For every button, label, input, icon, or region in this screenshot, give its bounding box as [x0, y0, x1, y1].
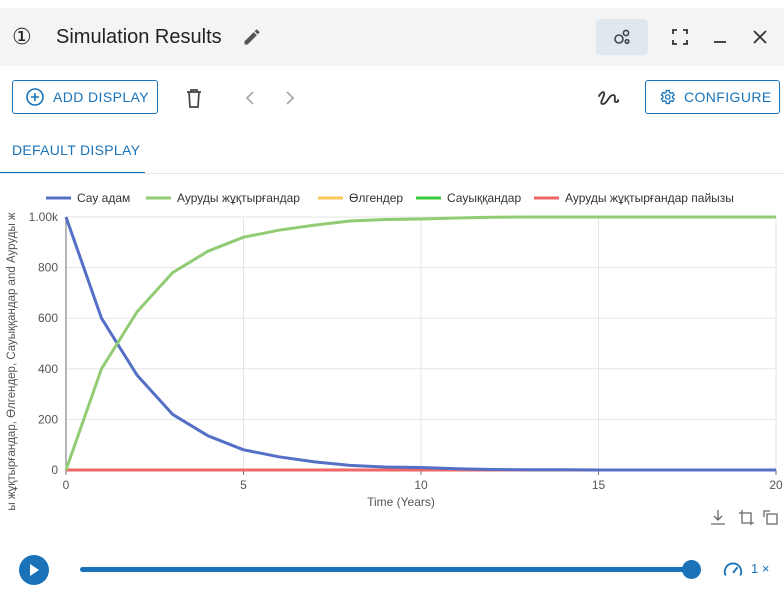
draw-button[interactable] — [596, 86, 620, 110]
configure-button[interactable]: CONFIGURE — [645, 80, 780, 114]
time-slider-track[interactable] — [80, 567, 692, 572]
simulation-chart: 0 200 400 600 800 1.00k 0 5 10 15 20 Time (Years) ы … — [6, 191, 783, 525]
previous-button[interactable] — [238, 86, 262, 110]
display-toolbar: ADD DISPLAY CONFIGURE — [0, 66, 784, 130]
y-tick-label: 400 — [38, 362, 58, 376]
play-button[interactable] — [19, 555, 49, 585]
play-icon — [30, 564, 39, 576]
y-tick-label: 600 — [38, 311, 58, 325]
playback-bar: 1 × — [0, 545, 784, 594]
add-circle-icon — [26, 88, 44, 106]
x-tick-label: 5 — [240, 478, 247, 492]
add-display-label: ADD DISPLAY — [53, 89, 149, 105]
tab-default-display[interactable]: DEFAULT DISPLAY — [0, 130, 145, 174]
series-line — [64, 216, 776, 472]
x-tick-label: 0 — [63, 478, 70, 492]
crop-icon-path — [739, 510, 754, 525]
y-tick-label: 800 — [38, 261, 58, 275]
minimize-button[interactable] — [694, 19, 746, 55]
window-titlebar: ① Simulation Results — [0, 8, 784, 66]
gesture-icon — [598, 91, 619, 105]
speedometer-icon[interactable] — [722, 559, 744, 581]
chevron-right-icon — [286, 91, 295, 105]
configure-label: CONFIGURE — [684, 89, 772, 105]
legend-label: Өлгендер — [349, 191, 403, 205]
gear-icon — [660, 89, 675, 105]
tab-default-display-label: DEFAULT DISPLAY — [12, 142, 141, 158]
y-tick-label: 1.00k — [29, 210, 59, 224]
x-axis-title: Time (Years) — [367, 495, 435, 509]
minimize-icon — [714, 41, 726, 43]
next-button[interactable] — [278, 86, 302, 110]
trash-icon — [187, 89, 201, 108]
y-axis-title: ы жұқтырғандар, Өлгендер, Сауыққандар an… — [6, 212, 18, 511]
legend-label: Ауруды жұқтырғандар пайызы — [565, 191, 734, 205]
delete-button[interactable] — [182, 86, 206, 110]
window-number: ① — [12, 25, 32, 50]
crop-icon — [739, 510, 754, 525]
x-tick-label: 20 — [769, 478, 783, 492]
restore-icon-path — [763, 510, 778, 525]
linked-bubbles-button[interactable] — [596, 19, 648, 55]
y-tick-label: 0 — [51, 463, 58, 477]
series-line — [64, 215, 776, 471]
pencil-icon[interactable] — [242, 27, 262, 47]
x-tick-label: 10 — [414, 478, 428, 492]
y-tick-label: 200 — [38, 412, 58, 426]
download-icon-path — [711, 510, 725, 525]
time-slider-thumb[interactable] — [682, 560, 701, 579]
legend-label: Ауруды жұқтырғандар — [177, 191, 300, 205]
legend-label: Сау адам — [77, 191, 130, 205]
close-button[interactable] — [734, 19, 784, 55]
window-title: Simulation Results — [56, 26, 222, 48]
restore-icon — [763, 510, 778, 525]
x-tick-label: 15 — [592, 478, 606, 492]
chevron-left-icon — [245, 91, 254, 105]
bubbles-icon — [614, 29, 630, 45]
legend-label: Сауыққандар — [447, 191, 521, 205]
download-icon — [711, 510, 725, 525]
tab-divider — [0, 173, 784, 174]
fullscreen-button[interactable] — [654, 19, 706, 55]
playback-speed[interactable]: 1 × — [751, 561, 770, 576]
add-display-button[interactable]: ADD DISPLAY — [12, 80, 158, 114]
close-icon — [753, 30, 767, 44]
fullscreen-icon — [672, 29, 688, 45]
